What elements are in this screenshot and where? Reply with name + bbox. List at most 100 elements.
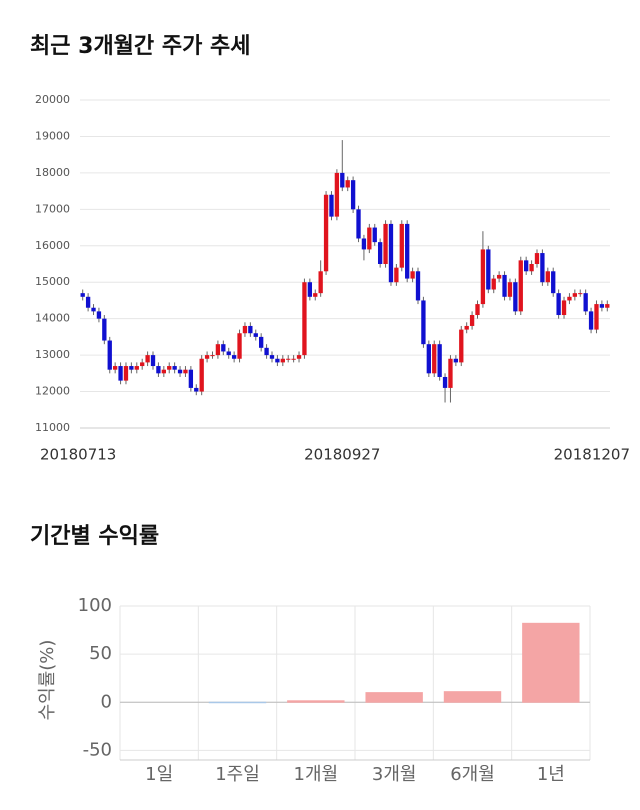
candle-body	[194, 387, 199, 392]
candle-body	[345, 180, 350, 188]
candle-body	[313, 293, 318, 297]
candle-body	[264, 347, 269, 356]
candle-body	[567, 296, 572, 301]
candle-body	[329, 194, 334, 217]
candle-body	[112, 366, 118, 370]
y-tick-label: 17000	[35, 202, 70, 215]
candle-body	[259, 336, 264, 348]
candle-body	[221, 344, 226, 352]
candle-body	[502, 274, 507, 297]
candle-body	[226, 351, 231, 356]
candle-body	[291, 358, 296, 360]
x-tick-label: 20180927	[304, 446, 380, 464]
candle-body	[410, 271, 415, 279]
candle-body	[183, 369, 188, 374]
y-tick-label: 15000	[35, 275, 70, 288]
candle-body	[572, 293, 578, 297]
candle-body	[448, 358, 453, 388]
candle-body	[513, 282, 518, 312]
candle-body	[556, 293, 561, 316]
chart-title: 기간별 수익률	[30, 524, 159, 549]
candle-body	[307, 282, 313, 297]
y-tick-label: 14000	[35, 312, 70, 325]
candle-body	[150, 355, 156, 367]
y-tick-label: 11000	[35, 421, 70, 434]
y-axis-label: 수익률(%)	[37, 640, 58, 721]
candle-body	[102, 318, 107, 341]
candle-body	[432, 344, 437, 374]
y-tick-label: -50	[83, 739, 112, 760]
candle-body	[469, 315, 475, 326]
candle-body	[118, 366, 123, 381]
y-tick-label: 13000	[35, 348, 70, 361]
candle-body	[215, 344, 221, 356]
candle-body	[280, 358, 285, 363]
candle-body	[134, 366, 139, 370]
x-tick-label: 1년	[537, 764, 565, 785]
candle-body	[302, 282, 307, 356]
candle-body	[496, 274, 502, 279]
candle-body	[540, 253, 545, 283]
candle-body	[524, 260, 529, 272]
candle-body	[323, 194, 329, 272]
candle-body	[296, 355, 302, 359]
candle-body	[177, 369, 183, 374]
y-tick-label: 18000	[35, 166, 70, 179]
candle-body	[529, 264, 534, 272]
candle-body	[459, 329, 464, 363]
candle-body	[140, 362, 145, 367]
candle-body	[475, 304, 480, 316]
candle-body	[377, 242, 383, 264]
candle-body	[583, 293, 588, 312]
candle-body	[269, 355, 275, 359]
candle-body	[80, 293, 85, 297]
candle-body	[437, 344, 442, 377]
y-tick-label: 16000	[35, 239, 70, 252]
candle-body	[491, 278, 496, 290]
candle-body	[551, 271, 556, 294]
x-tick-label: 6개월	[450, 764, 495, 785]
x-tick-label: 1일	[145, 764, 173, 785]
candle-body	[356, 209, 361, 239]
bar	[365, 692, 423, 703]
candle-body	[172, 366, 177, 370]
candle-body	[210, 355, 215, 357]
candle-body	[167, 366, 172, 370]
candle-body	[275, 358, 280, 363]
candle-body	[594, 304, 599, 330]
bar	[287, 700, 345, 703]
candle-body	[518, 260, 523, 312]
candle-body	[383, 223, 388, 264]
candle-body	[453, 358, 459, 363]
x-tick-label: 1개월	[294, 764, 339, 785]
candle-body	[388, 223, 394, 283]
x-tick-label: 1주일	[215, 764, 260, 785]
candle-body	[480, 249, 486, 305]
candle-body	[588, 311, 594, 330]
candle-body	[507, 282, 513, 297]
candle-body	[599, 304, 605, 308]
candle-body	[231, 355, 237, 359]
candle-body	[426, 344, 431, 374]
y-tick-label: 100	[78, 595, 112, 616]
candle-body	[372, 227, 377, 243]
x-tick-label: 3개월	[372, 764, 417, 785]
y-tick-label: 12000	[35, 385, 70, 398]
candle-body	[605, 304, 610, 308]
candle-body	[85, 296, 91, 308]
x-tick-label: 20180713	[40, 446, 116, 464]
candle-body	[534, 253, 540, 264]
candle-body	[237, 333, 242, 359]
y-tick-label: 20000	[35, 93, 70, 106]
candle-body	[318, 271, 323, 294]
y-tick-label: 19000	[35, 129, 70, 142]
candle-body	[561, 300, 567, 316]
candle-body	[421, 300, 426, 345]
candle-body	[334, 172, 340, 217]
candle-body	[464, 325, 469, 330]
candle-body	[394, 267, 399, 283]
candle-body	[578, 293, 583, 295]
candle-body	[145, 355, 150, 363]
candle-body	[91, 307, 96, 312]
